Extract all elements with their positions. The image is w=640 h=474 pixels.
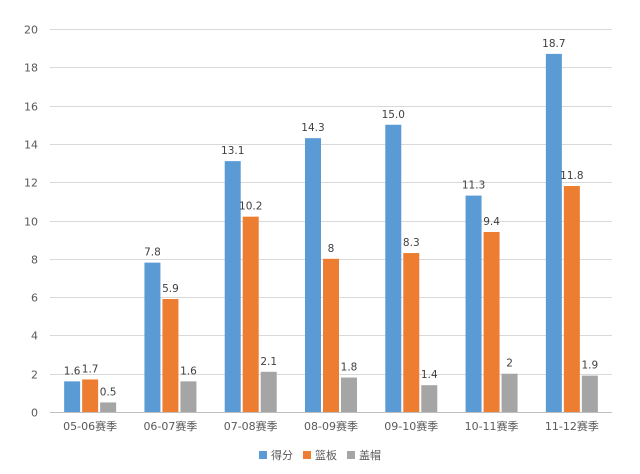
data-label: 1.4 bbox=[421, 369, 438, 381]
bar bbox=[305, 138, 321, 412]
x-tick-label: 06-07赛季 bbox=[143, 419, 197, 433]
data-label: 1.9 bbox=[582, 360, 599, 372]
y-axis-ticks: 0 2 4 6 8 10 12 14 16 18 20 bbox=[24, 24, 38, 420]
bar bbox=[162, 299, 179, 412]
data-label: 7.8 bbox=[144, 247, 161, 259]
data-label: 1.8 bbox=[341, 362, 358, 374]
bar bbox=[421, 385, 438, 412]
y-tick-label: 10 bbox=[24, 216, 38, 229]
data-label: 8.3 bbox=[403, 237, 420, 249]
y-tick-label: 8 bbox=[31, 254, 38, 267]
legend-label: 篮板 bbox=[315, 449, 337, 462]
x-tick-label: 07-08赛季 bbox=[224, 419, 278, 433]
bar bbox=[180, 381, 197, 412]
bar bbox=[501, 373, 518, 412]
bar bbox=[323, 258, 339, 412]
x-tick-label: 08-09赛季 bbox=[304, 419, 358, 433]
bar bbox=[563, 186, 580, 412]
data-label: 8 bbox=[328, 243, 335, 255]
data-label: 14.3 bbox=[301, 122, 324, 134]
bar bbox=[465, 195, 482, 412]
data-labels: 1.6 1.70.57.85.91.613.110.22.114.381.815.… bbox=[64, 38, 598, 399]
x-tick-label: 05-06赛季 bbox=[63, 419, 117, 433]
legend-item: 得分 bbox=[259, 447, 293, 463]
data-label: 18.7 bbox=[542, 38, 565, 50]
x-tick-label: 11-12赛季 bbox=[545, 419, 599, 433]
x-tick-label: 09-10赛季 bbox=[384, 419, 438, 433]
legend-item: 盖帽 bbox=[347, 447, 381, 463]
y-tick-label: 20 bbox=[24, 24, 38, 37]
bar bbox=[581, 375, 598, 412]
y-tick-label: 16 bbox=[24, 101, 38, 114]
bar bbox=[82, 379, 99, 412]
data-label: 10.2 bbox=[239, 201, 262, 213]
legend-label: 盖帽 bbox=[359, 449, 381, 462]
bar bbox=[341, 377, 357, 412]
y-tick-label: 6 bbox=[31, 292, 38, 305]
data-label: 1.6 bbox=[180, 365, 197, 377]
bar bbox=[260, 371, 277, 412]
y-tick-label: 4 bbox=[31, 330, 38, 343]
data-label: 11.8 bbox=[560, 170, 583, 182]
x-axis-ticks: 05-06赛季 06-07赛季 07-08赛季 08-09赛季 09-10赛季 10-11… bbox=[63, 419, 599, 433]
x-tick-label: 10-11赛季 bbox=[465, 419, 519, 433]
legend-label: 得分 bbox=[271, 449, 293, 462]
y-tick-label: 0 bbox=[31, 407, 38, 420]
data-label: 13.1 bbox=[221, 145, 244, 157]
bars bbox=[64, 53, 598, 413]
data-label: 9.4 bbox=[483, 216, 500, 228]
data-label: 2.1 bbox=[260, 356, 277, 368]
y-tick-label: 18 bbox=[24, 62, 38, 75]
bar bbox=[545, 53, 562, 413]
bar bbox=[224, 161, 241, 412]
legend-swatch bbox=[347, 451, 355, 459]
y-tick-label: 2 bbox=[31, 369, 38, 382]
data-label: 11.3 bbox=[462, 180, 485, 192]
data-label: 0.5 bbox=[100, 386, 117, 398]
data-label: 15.0 bbox=[382, 109, 405, 121]
bar bbox=[64, 381, 81, 412]
legend: 得分 篮板 盖帽 bbox=[0, 446, 640, 464]
y-tick-label: 12 bbox=[24, 177, 38, 190]
bar bbox=[385, 124, 402, 412]
bar bbox=[100, 402, 117, 412]
data-label: 1.7 bbox=[82, 363, 99, 375]
legend-swatch bbox=[303, 451, 311, 459]
bar bbox=[242, 216, 259, 412]
legend-item: 篮板 bbox=[303, 447, 337, 463]
data-label: 5.9 bbox=[162, 283, 179, 295]
y-tick-label: 14 bbox=[24, 139, 38, 152]
legend-swatch bbox=[259, 451, 267, 459]
bar bbox=[403, 253, 420, 412]
bar bbox=[483, 231, 500, 412]
bar bbox=[144, 262, 161, 412]
data-label: 1.6 bbox=[64, 365, 81, 377]
data-label: 2 bbox=[506, 358, 513, 370]
